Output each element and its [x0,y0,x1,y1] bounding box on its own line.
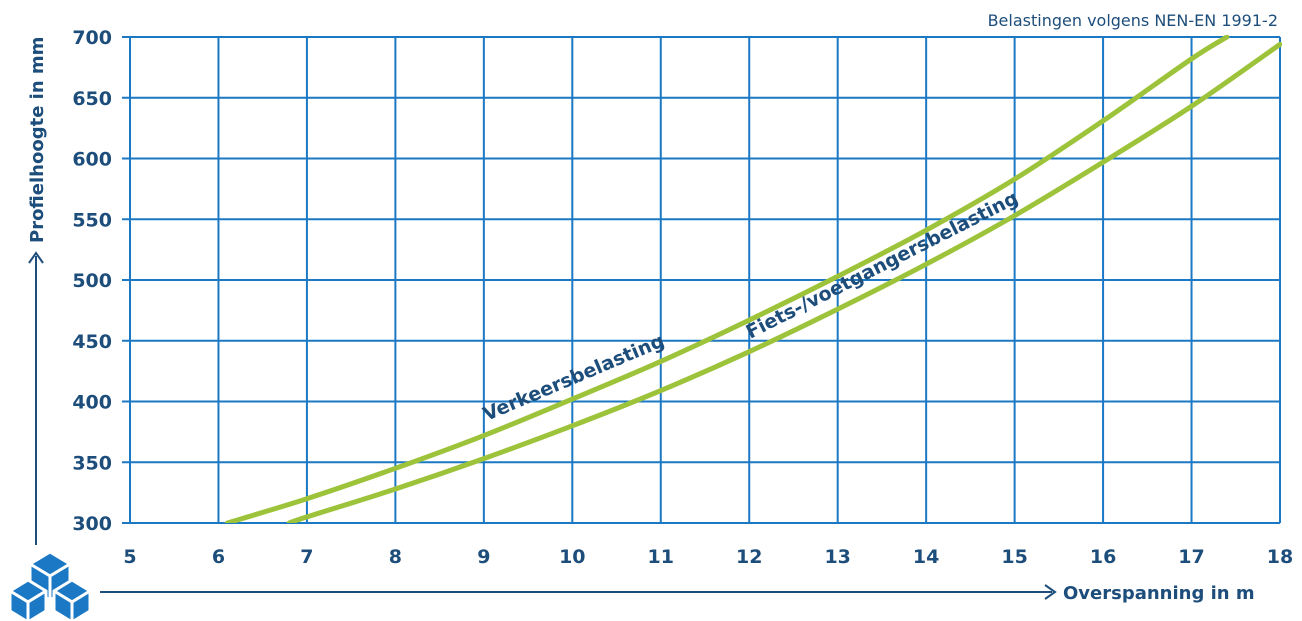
y-tick-label: 300 [72,513,112,535]
chart-note: Belastingen volgens NEN-EN 1991-2 [988,11,1278,30]
y-tick-label: 650 [72,88,112,110]
x-tick-label: 12 [736,546,762,568]
x-tick-label: 13 [824,546,850,568]
x-tick-label: 6 [212,546,225,568]
series-line-2 [286,41,1282,523]
x-tick-label: 11 [648,546,674,568]
curve-label-2: Fiets-/voetgangersbelasting [743,187,1022,343]
y-tick-label: 500 [72,270,112,292]
x-tick-label: 5 [123,546,136,568]
y-tick-label: 550 [72,209,112,231]
x-tick-label: 7 [300,546,313,568]
y-tick-labels: 300 350 400 450 500 550 600 650 700 [72,27,112,535]
x-axis-title: Overspanning in m [1063,583,1255,604]
grid-lines [122,36,1281,524]
logo-icon [8,550,92,621]
y-tick-label: 450 [72,331,112,353]
x-axis-arrow [100,584,1057,600]
y-tick-label: 400 [72,392,112,414]
curves [224,35,1282,523]
y-tick-label: 600 [72,149,112,171]
x-tick-label: 18 [1267,546,1293,568]
x-tick-label: 17 [1178,546,1204,568]
y-axis-arrow [28,251,44,545]
y-tick-label: 350 [72,452,112,474]
y-tick-label: 700 [72,27,112,49]
x-tick-label: 9 [477,546,490,568]
series-line-1 [224,35,1230,523]
curve-labels: Verkeersbelasting Fiets-/voetgangersbelas… [480,187,1022,426]
x-tick-label: 10 [559,546,585,568]
x-tick-label: 16 [1090,546,1116,568]
x-tick-labels: 5 6 7 8 9 10 11 12 13 14 15 16 17 18 [123,546,1293,568]
curve-label-1: Verkeersbelasting [480,330,668,426]
x-tick-label: 8 [389,546,402,568]
x-tick-label: 14 [913,546,939,568]
y-axis-title: Profielhoogte in mm [27,37,48,243]
x-tick-label: 15 [1001,546,1027,568]
